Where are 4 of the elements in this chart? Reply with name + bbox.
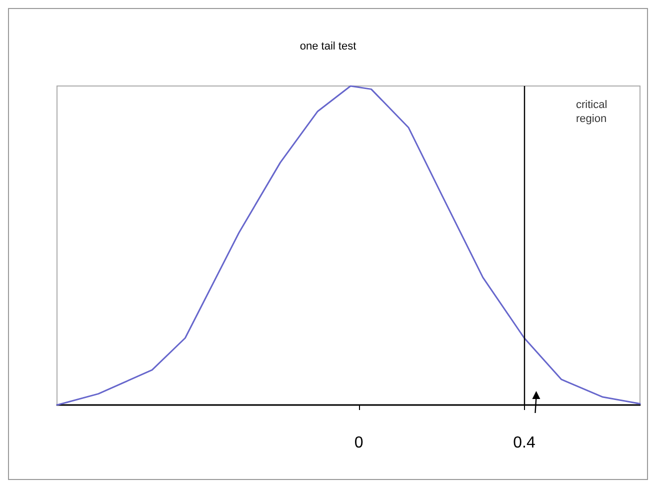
- x-tick-label: 0: [354, 434, 364, 452]
- chart-title: one tail test: [300, 40, 356, 52]
- x-tick-label: 0.4: [513, 434, 536, 452]
- annotation: critical region: [576, 99, 610, 125]
